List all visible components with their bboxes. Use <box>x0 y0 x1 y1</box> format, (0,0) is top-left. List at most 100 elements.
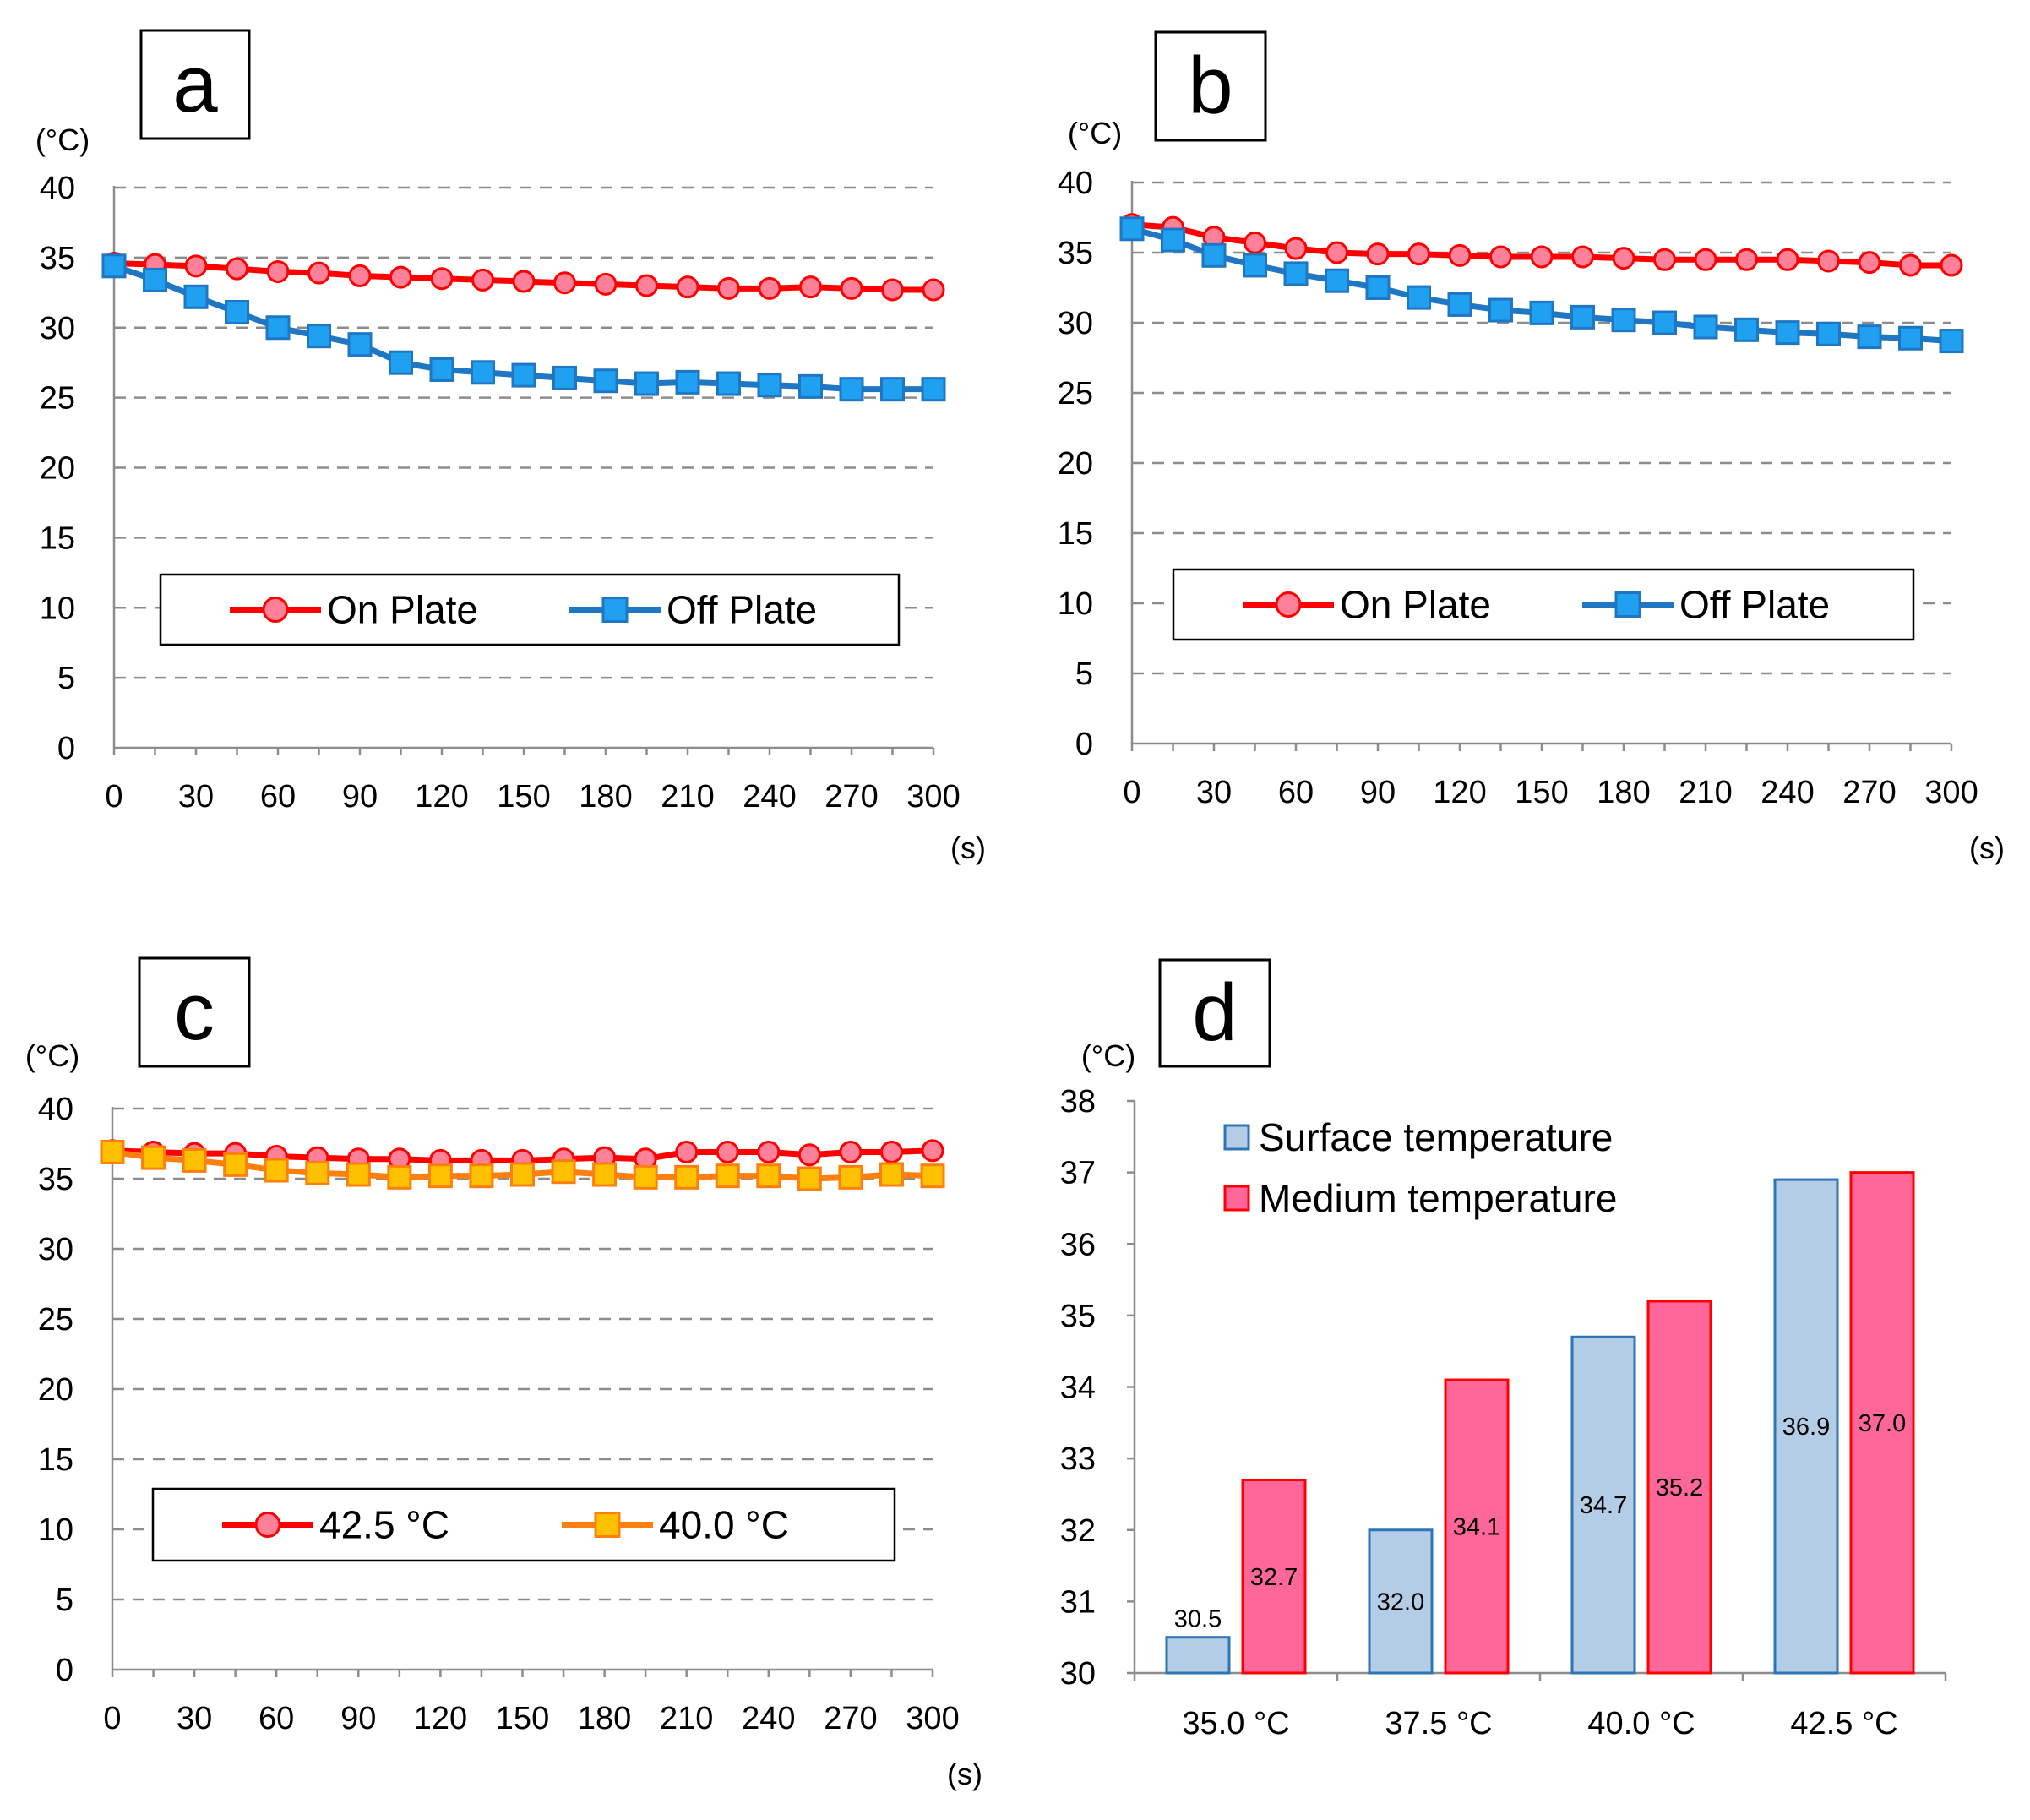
panel-c: 0 5 10 15 20 25 30 35 40 0 30 60 90 120 150 180 210 240 27… <box>25 956 982 1791</box>
x-tick-label: 30 <box>177 1701 212 1736</box>
data-point <box>429 357 454 382</box>
legend-label: 40.0 °C <box>659 1503 789 1547</box>
data-point <box>1407 242 1430 266</box>
data-point <box>389 350 413 375</box>
bar-medium <box>1646 1300 1712 1675</box>
data-point <box>1817 249 1840 273</box>
y-tick-label: 32 <box>1060 1513 1096 1549</box>
legend-label: Medium temperature <box>1259 1176 1617 1220</box>
data-point <box>510 1162 535 1187</box>
bar-data-label: 37.0 <box>1859 1410 1906 1437</box>
data-point <box>1201 242 1227 268</box>
data-point <box>633 1164 658 1190</box>
data-point <box>1652 310 1677 335</box>
y-tick-label: 0 <box>56 1653 73 1688</box>
panel-label: c <box>174 967 215 1057</box>
data-point <box>1653 248 1676 271</box>
x-tick-label: 210 <box>661 779 714 815</box>
panel-label: b <box>1188 41 1233 131</box>
x-tick-label: 300 <box>906 1701 959 1736</box>
x-tick-label: 150 <box>1515 775 1568 810</box>
panel-label-box <box>138 956 251 1068</box>
x-tick-label: 37.5 °C <box>1385 1706 1492 1741</box>
data-point <box>839 377 864 402</box>
data-point <box>264 1158 289 1183</box>
data-point <box>511 362 536 388</box>
y-tick-label: 30 <box>38 1232 73 1267</box>
data-point <box>223 1152 248 1177</box>
x-tick-label: 30 <box>178 779 214 815</box>
data-point <box>920 1163 945 1189</box>
x-tick-label: 240 <box>743 779 796 815</box>
data-point <box>387 1164 412 1190</box>
data-point <box>1448 243 1472 267</box>
x-tick-label: 180 <box>578 1701 631 1736</box>
data-point <box>715 1163 740 1189</box>
bar-surface <box>1165 1636 1231 1675</box>
x-tick-label: 0 <box>1123 775 1140 810</box>
data-point <box>552 365 577 390</box>
data-point <box>1899 253 1922 277</box>
legend-label: 42.5 °C <box>319 1503 449 1547</box>
data-point <box>1407 285 1431 310</box>
data-point <box>634 371 659 396</box>
y-unit-label: (°C) <box>1068 116 1122 150</box>
x-tick-label: 30 <box>1196 775 1232 810</box>
x-unit-label: (s) <box>950 831 986 865</box>
legend-swatch <box>1223 1185 1250 1212</box>
data-point <box>675 369 700 395</box>
data-point <box>675 1140 699 1163</box>
data-point <box>389 265 412 289</box>
bar-data-label: 34.7 <box>1580 1492 1627 1519</box>
data-point <box>1940 253 1963 277</box>
y-tick-label: 30 <box>40 311 75 346</box>
bar-data-label: 32.0 <box>1377 1588 1424 1616</box>
data-point <box>469 1163 494 1189</box>
y-tick-label: 15 <box>38 1442 73 1478</box>
panel-label-box <box>1158 958 1271 1068</box>
legend-marker <box>1614 591 1641 618</box>
data-point <box>225 300 249 325</box>
data-point <box>1735 248 1758 271</box>
data-point <box>1734 317 1759 342</box>
x-tick-label: 120 <box>415 779 468 815</box>
data-point <box>1365 275 1391 300</box>
data-point <box>756 1163 781 1189</box>
y-tick-label: 33 <box>1060 1441 1096 1477</box>
data-point <box>266 259 290 283</box>
data-point <box>674 1164 699 1190</box>
data-point <box>879 1140 903 1163</box>
bar-data-label: 32.7 <box>1250 1564 1298 1591</box>
data-point <box>1488 297 1513 323</box>
legend-label: Off Plate <box>1679 583 1830 627</box>
x-tick-label: 0 <box>103 1701 121 1736</box>
x-tick-label: 150 <box>497 779 550 815</box>
data-point <box>758 276 781 300</box>
legend-label: On Plate <box>1340 583 1491 627</box>
y-tick-label: 40 <box>40 171 75 206</box>
x-tick-label: 60 <box>1278 775 1314 810</box>
data-point <box>798 373 823 399</box>
y-unit-label: (°C) <box>1081 1038 1135 1073</box>
data-point <box>184 254 208 278</box>
data-point <box>1119 216 1145 242</box>
y-tick-label: 15 <box>1058 516 1093 552</box>
data-point <box>757 1140 781 1163</box>
data-point <box>101 253 127 279</box>
bar-medium <box>1444 1378 1510 1675</box>
x-tick-label: 40.0 °C <box>1587 1706 1695 1741</box>
x-tick-label: 270 <box>825 779 878 815</box>
data-point <box>1857 324 1882 350</box>
legend-label: On Plate <box>327 588 478 632</box>
bar-surface <box>1368 1528 1434 1675</box>
data-point <box>1284 237 1308 260</box>
data-point <box>839 1140 863 1163</box>
panel-d: 30 31 32 33 34 35 36 37 38 (°C) 35.0 °C 30.5 32.7 37.… <box>1060 958 1947 1741</box>
data-point <box>716 1140 739 1163</box>
data-point <box>797 1143 821 1167</box>
bar-medium <box>1849 1171 1915 1675</box>
y-tick-label: 30 <box>1058 306 1093 341</box>
y-tick-label: 10 <box>40 591 75 626</box>
data-point <box>921 377 946 402</box>
